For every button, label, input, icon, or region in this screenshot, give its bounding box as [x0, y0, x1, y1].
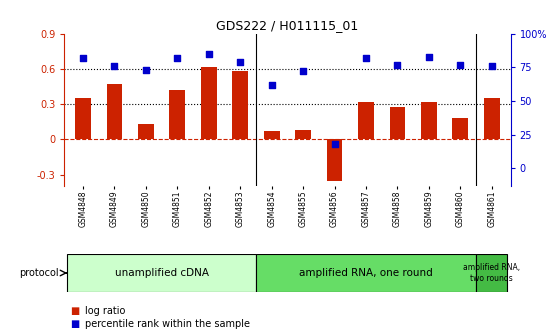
Point: [362, 55, 371, 60]
Point: [173, 55, 182, 60]
Bar: [138, 124, 154, 139]
Bar: [256, 254, 476, 292]
Bar: [453, 118, 468, 139]
Text: protocol: protocol: [19, 268, 59, 278]
Bar: [68, 254, 256, 292]
Text: log ratio: log ratio: [85, 306, 126, 316]
Text: amplified RNA,
two rounds: amplified RNA, two rounds: [463, 263, 520, 283]
Text: ■: ■: [70, 319, 79, 329]
Text: ■: ■: [70, 306, 79, 316]
Text: percentile rank within the sample: percentile rank within the sample: [85, 319, 251, 329]
Bar: [389, 107, 405, 139]
Point: [456, 62, 465, 67]
Bar: [326, 139, 343, 180]
Bar: [107, 84, 122, 139]
Point: [79, 55, 88, 60]
Bar: [476, 254, 507, 292]
Point: [330, 141, 339, 147]
Bar: [358, 102, 374, 139]
Point: [299, 69, 307, 74]
Bar: [75, 98, 91, 139]
Title: GDS222 / H011115_01: GDS222 / H011115_01: [217, 19, 358, 33]
Text: unamplified cDNA: unamplified cDNA: [114, 268, 209, 278]
Point: [425, 54, 434, 59]
Text: amplified RNA, one round: amplified RNA, one round: [299, 268, 433, 278]
Point: [141, 67, 150, 73]
Bar: [484, 98, 499, 139]
Point: [487, 63, 496, 69]
Bar: [170, 90, 185, 139]
Point: [393, 62, 402, 67]
Point: [235, 59, 244, 65]
Bar: [421, 102, 437, 139]
Bar: [232, 71, 248, 139]
Point: [110, 63, 119, 69]
Bar: [264, 131, 280, 139]
Bar: [201, 67, 217, 139]
Point: [267, 82, 276, 88]
Point: [204, 51, 213, 56]
Bar: [295, 130, 311, 139]
